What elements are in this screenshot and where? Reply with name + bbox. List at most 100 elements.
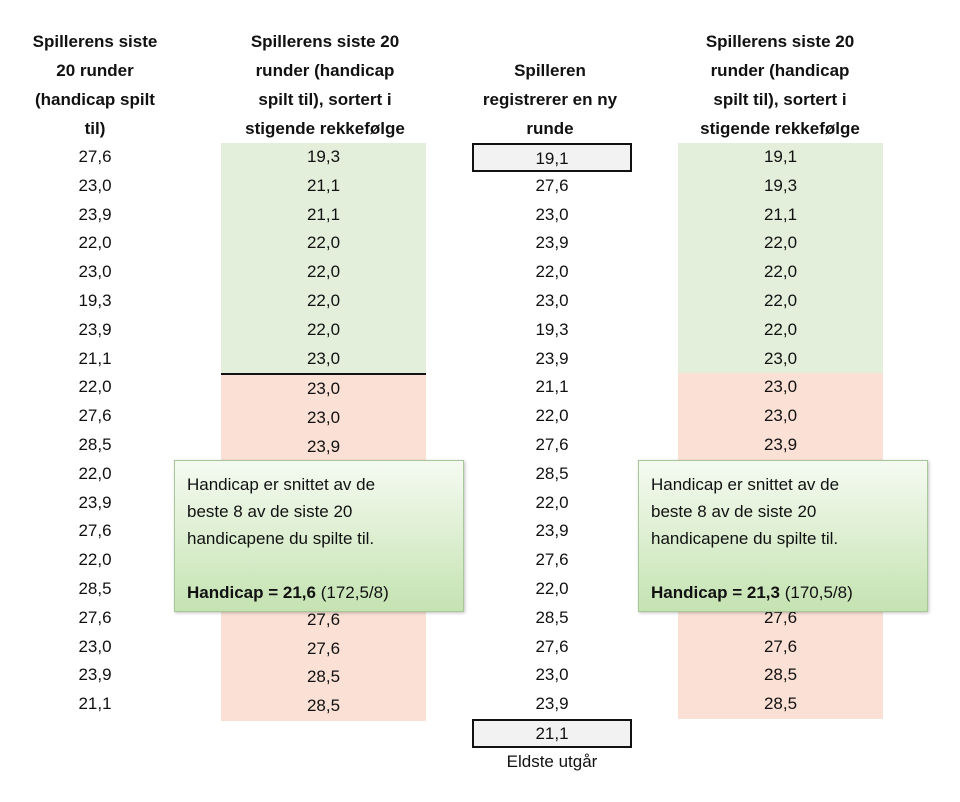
header-col3-line: registrerer en ny xyxy=(482,90,618,109)
value-cell: 22,0 xyxy=(221,229,426,259)
note-right-line: beste 8 av de siste 20 xyxy=(651,502,817,521)
header-col2: Spillerens siste 20 runder (handicap spi… xyxy=(205,27,445,143)
value-cell: 23,0 xyxy=(535,204,569,224)
value-cell: 28,5 xyxy=(221,663,426,693)
value-cell: 22,0 xyxy=(535,492,569,512)
value-cell: 22,0 xyxy=(78,550,112,570)
value-cell: 21,1 xyxy=(78,694,112,714)
value-cell: 28,5 xyxy=(535,463,569,483)
header-col4-line: spilt til), sortert i xyxy=(713,90,847,109)
handicap-note-right: Handicap er snittet av de beste 8 av de … xyxy=(638,460,928,612)
value-cell: 28,5 xyxy=(678,690,883,719)
value-cell: 22,0 xyxy=(78,377,112,397)
value-cell: 22,0 xyxy=(221,315,426,345)
value-cell: 28,5 xyxy=(535,607,569,627)
value-cell: 21,1 xyxy=(535,377,569,397)
column-new-round: 19,1 27,6 23,0 23,9 22,0 23,0 19,3 23,9 21,1 22,0… xyxy=(472,143,632,719)
header-col3-line: runde xyxy=(526,119,574,138)
header-col4: Spillerens siste 20 runder (handicap spi… xyxy=(660,27,900,143)
header-col2-line: spilt til), sortert i xyxy=(258,90,392,109)
value-cell: 27,6 xyxy=(535,636,569,656)
header-col3: Spilleren registrerer en ny runde xyxy=(455,56,645,143)
value-cell: 23,0 xyxy=(78,262,112,282)
header-col1-line: til) xyxy=(84,119,106,138)
value-cell: 23,9 xyxy=(535,233,569,253)
header-col2-line: Spillerens siste 20 xyxy=(250,32,400,51)
header-col1-line: (handicap spilt xyxy=(35,90,155,109)
value-cell: 19,3 xyxy=(221,143,426,172)
header-col1: Spillerens siste 20 runder (handicap spi… xyxy=(10,27,180,143)
note-left-line: beste 8 av de siste 20 xyxy=(187,502,353,521)
column-last-20-rounds: 27,6 23,0 23,9 22,0 23,0 19,3 23,9 21,1 22,0 27,6… xyxy=(45,143,145,719)
value-cell: 27,6 xyxy=(78,406,112,426)
header-col1-line: Spillerens siste xyxy=(32,32,158,51)
value-cell: 28,5 xyxy=(78,434,112,454)
note-left-calc: (172,5/8) xyxy=(315,583,389,602)
note-left-handicap-label: Handicap = 21,6 xyxy=(187,583,316,602)
note-left-line: Handicap er snittet av de xyxy=(187,475,376,494)
header-col4-line: stigende rekkefølge xyxy=(700,119,860,138)
value-cell: 22,0 xyxy=(678,258,883,287)
value-cell: 19,3 xyxy=(78,290,112,310)
value-cell: 19,1 xyxy=(678,143,883,172)
value-cell: 21,1 xyxy=(678,200,883,230)
value-cell: 23,9 xyxy=(535,694,569,714)
value-cell: 22,0 xyxy=(678,286,883,316)
header-col2-line: stigende rekkefølge xyxy=(245,119,405,138)
value-cell: 23,9 xyxy=(535,348,569,368)
value-cell: 27,6 xyxy=(678,632,883,662)
oldest-round-cell: 21,1 xyxy=(472,719,632,748)
value-cell: 23,0 xyxy=(78,175,112,195)
value-cell: 27,6 xyxy=(78,607,112,627)
oldest-removed-caption: Eldste utgår xyxy=(506,752,598,771)
header-col4-line: Spillerens siste 20 xyxy=(705,32,855,51)
value-cell: 23,9 xyxy=(78,204,112,224)
value-cell: 28,5 xyxy=(221,692,426,721)
value-cell: 22,0 xyxy=(535,262,569,282)
note-right-line: handicapene du spilte til. xyxy=(651,529,839,548)
value-cell: 23,0 xyxy=(221,375,426,405)
value-cell: 22,0 xyxy=(221,258,426,287)
value-cell: 22,0 xyxy=(78,463,112,483)
value-cell: 23,0 xyxy=(678,373,883,403)
column-sorted-after: 19,1 19,3 21,1 22,0 22,0 22,0 22,0 23,0 23,0 23,0… xyxy=(678,143,883,719)
value-cell: 27,6 xyxy=(535,175,569,195)
value-cell: 23,0 xyxy=(678,402,883,431)
value-cell: 23,0 xyxy=(535,290,569,310)
value-cell: 28,5 xyxy=(78,578,112,598)
handicap-note-left: Handicap er snittet av de beste 8 av de … xyxy=(174,460,464,612)
value-cell: 23,0 xyxy=(221,344,426,376)
header-col1-line: 20 runder xyxy=(56,61,134,80)
value-cell: 19,3 xyxy=(678,171,883,201)
header-col2-line: runder (handicap xyxy=(255,61,395,80)
value-cell: 19,3 xyxy=(535,319,569,339)
value-cell: 23,9 xyxy=(78,492,112,512)
value-cell: 27,6 xyxy=(78,147,112,166)
column-sorted-before: 19,3 21,1 21,1 22,0 22,0 22,0 22,0 23,0 23,0 23,0… xyxy=(221,143,426,721)
value-cell: 23,0 xyxy=(535,665,569,685)
value-cell: 23,0 xyxy=(78,636,112,656)
value-cell: 22,0 xyxy=(678,315,883,345)
value-cell: 22,0 xyxy=(221,286,426,316)
value-cell: 23,9 xyxy=(678,430,883,460)
value-cell: 21,1 xyxy=(78,348,112,368)
value-cell: 23,9 xyxy=(535,521,569,541)
value-cell: 22,0 xyxy=(535,578,569,598)
value-cell: 23,9 xyxy=(221,432,426,462)
value-cell: 27,6 xyxy=(221,634,426,664)
value-cell: 22,0 xyxy=(678,229,883,259)
value-cell: 22,0 xyxy=(535,406,569,426)
value-cell: 21,1 xyxy=(221,171,426,201)
value-cell: 23,0 xyxy=(678,344,883,374)
value-cell: 21,1 xyxy=(221,200,426,230)
note-right-line: Handicap er snittet av de xyxy=(651,475,840,494)
value-cell: 23,0 xyxy=(221,404,426,433)
value-cell: 28,5 xyxy=(678,661,883,691)
header-col4-line: runder (handicap xyxy=(710,61,850,80)
value-cell: 23,9 xyxy=(78,665,112,685)
header-col3-line: Spilleren xyxy=(514,61,586,80)
value-cell: 22,0 xyxy=(78,233,112,253)
note-right-calc: (170,5/8) xyxy=(779,583,853,602)
note-right-handicap-label: Handicap = 21,3 xyxy=(651,583,780,602)
value-cell: 27,6 xyxy=(535,550,569,570)
